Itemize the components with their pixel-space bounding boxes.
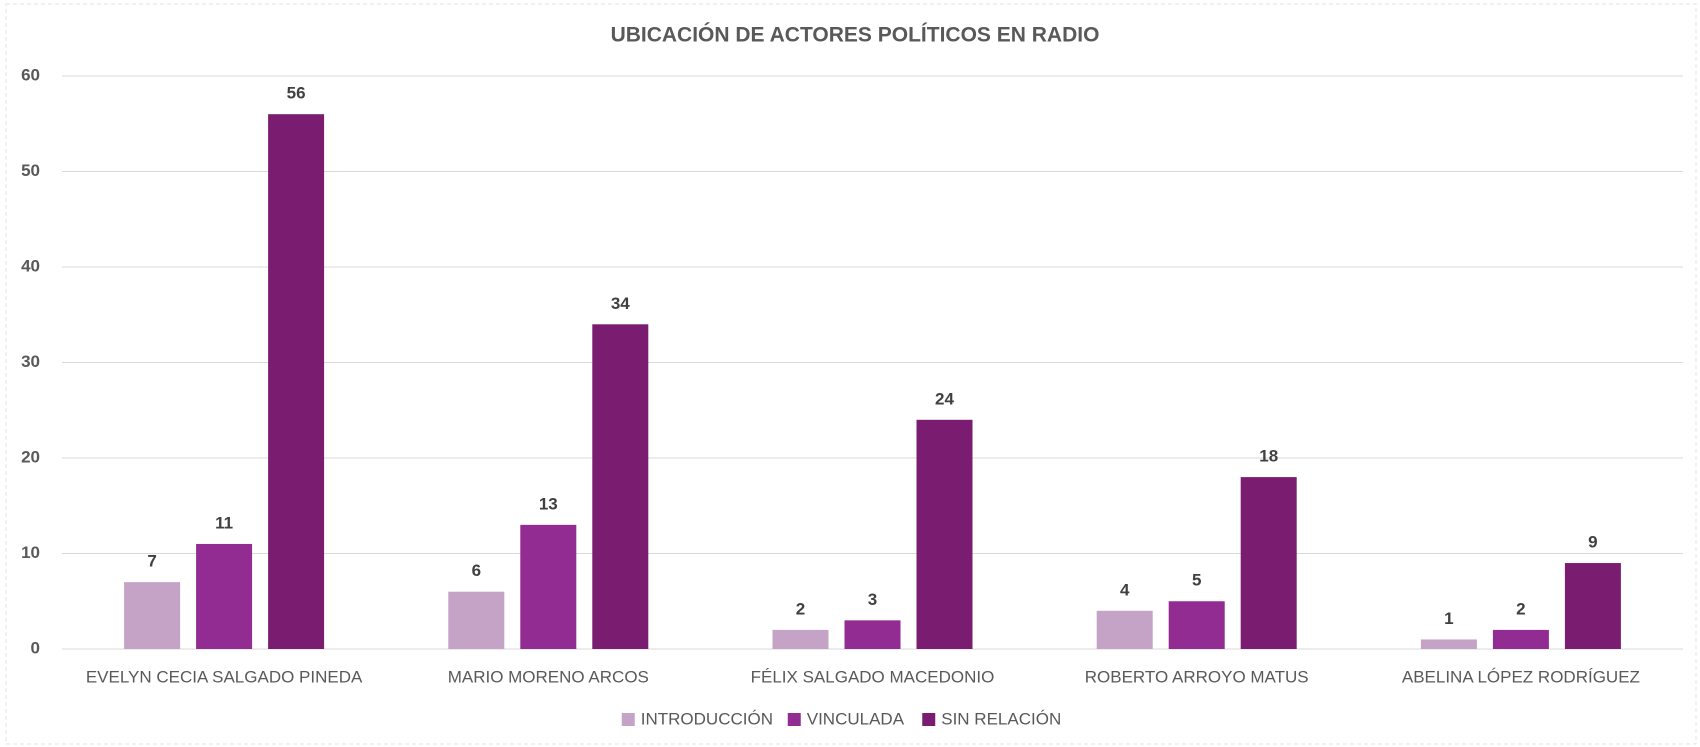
bar — [1240, 477, 1297, 649]
bar — [592, 324, 649, 649]
bar — [1420, 639, 1477, 649]
bar — [916, 419, 973, 649]
data-label: 1 — [1444, 609, 1453, 628]
bar — [1168, 601, 1225, 649]
data-label: 3 — [868, 590, 877, 609]
bar — [448, 591, 505, 649]
bar — [268, 114, 325, 649]
bar — [1096, 610, 1153, 649]
data-label: 7 — [147, 552, 156, 571]
data-label: 5 — [1192, 571, 1201, 590]
x-tick-label: ABELINA LÓPEZ RODRÍGUEZ — [1402, 667, 1640, 686]
y-tick-label: 20 — [21, 447, 40, 466]
x-tick-label: FÉLIX SALGADO MACEDONIO — [751, 667, 995, 686]
data-label: 18 — [1259, 447, 1278, 466]
chart-title: UBICACIÓN DE ACTORES POLÍTICOS EN RADIO — [611, 23, 1100, 47]
y-tick-label: 40 — [21, 256, 40, 275]
legend-label: INTRODUCCIÓN — [641, 709, 773, 728]
bar — [520, 524, 577, 649]
data-label: 2 — [796, 599, 805, 618]
legend-swatch — [621, 713, 635, 726]
data-label: 2 — [1516, 599, 1525, 618]
bar — [124, 582, 181, 649]
data-label: 13 — [539, 494, 558, 513]
y-tick-label: 60 — [21, 65, 40, 84]
y-tick-label: 50 — [21, 161, 40, 180]
legend-swatch — [922, 713, 936, 726]
bar — [772, 629, 829, 649]
x-tick-label: EVELYN CECIA SALGADO PINEDA — [86, 667, 363, 686]
y-tick-label: 10 — [21, 543, 40, 562]
data-label: 4 — [1120, 580, 1130, 599]
bar — [1492, 629, 1549, 649]
bar — [1564, 563, 1621, 649]
data-label: 6 — [472, 561, 481, 580]
data-label: 9 — [1588, 533, 1597, 552]
legend-label: SIN RELACIÓN — [941, 709, 1061, 728]
data-label: 24 — [935, 389, 954, 408]
x-tick-label: MARIO MORENO ARCOS — [448, 667, 649, 686]
x-tick-label: ROBERTO ARROYO MATUS — [1085, 667, 1309, 686]
data-label: 34 — [611, 294, 630, 313]
legend-swatch — [787, 713, 801, 726]
data-label: 56 — [287, 84, 306, 103]
y-tick-label: 30 — [21, 352, 40, 371]
data-label: 11 — [215, 513, 233, 532]
y-tick-label: 0 — [31, 638, 40, 657]
bar — [196, 543, 253, 649]
bar — [844, 620, 901, 649]
legend-label: VINCULADA — [807, 709, 905, 728]
